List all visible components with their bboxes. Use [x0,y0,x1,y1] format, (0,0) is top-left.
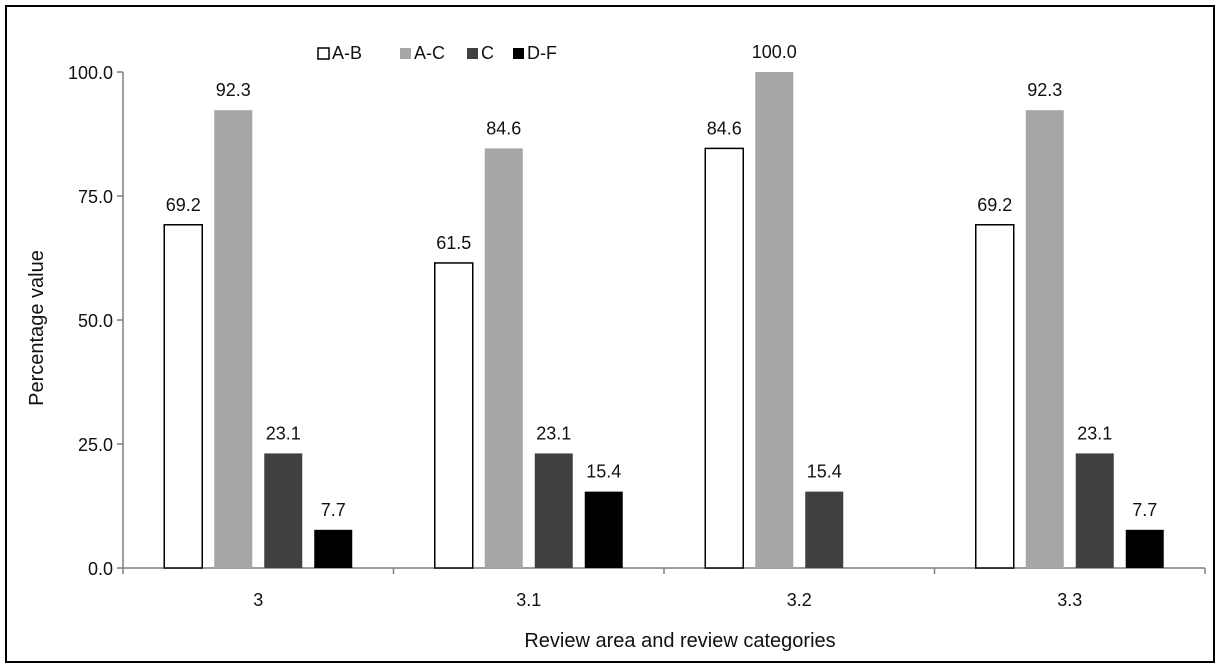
bar-a-b-3 [163,224,203,569]
bar-d-f-3-1 [584,491,623,568]
y-axis: 0.0 25.0 50.0 75.0 100.0 [68,63,124,579]
y-tick-label: 75.0 [78,187,113,207]
y-tick-label: 50.0 [78,311,113,331]
bar-c-3-2 [805,491,844,568]
x-axis-title: Review area and review categories [524,630,835,652]
bar-c-3-3 [1075,453,1114,568]
bar-a-b-3-2 [704,147,744,569]
x-axis: 3 3.1 3.2 3.3 [122,567,1206,610]
legend-label-a-b: A-B [332,43,362,63]
data-label: 7.7 [1132,500,1157,520]
legend-swatch-a-c [400,48,411,59]
bar-a-c-3-2 [755,72,794,568]
bar-d-f-3 [314,529,353,568]
data-label: 84.6 [707,118,742,138]
x-tick-label: 3.2 [787,590,812,610]
x-tick-label: 3.1 [516,590,541,610]
data-label: 92.3 [1027,80,1062,100]
legend-swatch-a-b [317,47,330,60]
data-label: 84.6 [486,118,521,138]
legend-swatch-d-f [513,48,524,59]
bar-a-c-3-1 [484,148,523,568]
data-labels: 69.2 92.3 23.1 7.7 61.5 84.6 23.1 15.4 84.6 100.0… [166,42,1158,520]
bar-c-3-1 [534,453,573,568]
data-label: 15.4 [586,462,621,482]
y-tick-label: 25.0 [78,435,113,455]
bar-c-3 [264,453,303,568]
data-label: 23.1 [266,423,301,443]
bar-a-b-3-1 [434,262,474,569]
y-tick-label: 100.0 [68,63,113,83]
legend-label-a-c: A-C [414,43,445,63]
y-axis-title: Percentage value [26,250,48,406]
bar-a-b-3-3 [975,224,1015,569]
bars [163,72,1164,569]
data-label: 92.3 [216,80,251,100]
data-label: 69.2 [166,195,201,215]
data-label: 69.2 [977,195,1012,215]
y-tick-label: 0.0 [88,559,113,579]
legend-label-d-f: D-F [527,43,557,63]
bar-a-c-3 [214,110,253,568]
data-label: 7.7 [321,500,346,520]
data-label: 23.1 [536,423,571,443]
data-label: 15.4 [807,462,842,482]
legend-swatch-c [467,48,478,59]
legend-label-c: C [481,43,494,63]
bar-a-c-3-3 [1025,110,1064,568]
x-tick-label: 3 [253,590,263,610]
data-label: 23.1 [1077,423,1112,443]
legend: A-B A-C C D-F [317,43,557,63]
data-label: 100.0 [752,42,797,62]
bar-d-f-3-3 [1125,529,1164,568]
x-tick-label: 3.3 [1057,590,1082,610]
data-label: 61.5 [436,233,471,253]
